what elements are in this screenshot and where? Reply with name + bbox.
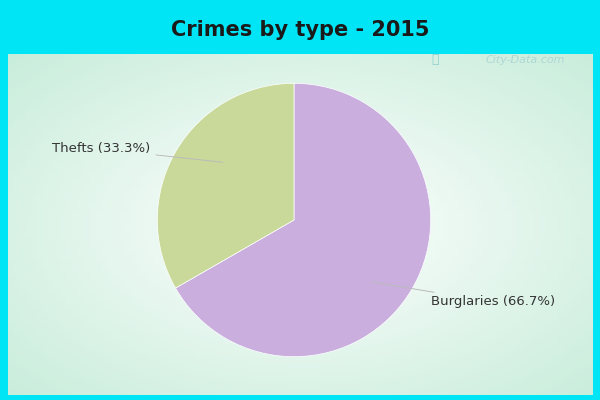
Text: Burglaries (66.7%): Burglaries (66.7%) <box>372 282 555 308</box>
Text: Thefts (33.3%): Thefts (33.3%) <box>52 142 223 162</box>
Text: Crimes by type - 2015: Crimes by type - 2015 <box>171 20 429 40</box>
Wedge shape <box>157 83 294 288</box>
Wedge shape <box>176 83 431 357</box>
Text: City-Data.com: City-Data.com <box>486 55 566 65</box>
Text: ⓘ: ⓘ <box>431 53 439 66</box>
